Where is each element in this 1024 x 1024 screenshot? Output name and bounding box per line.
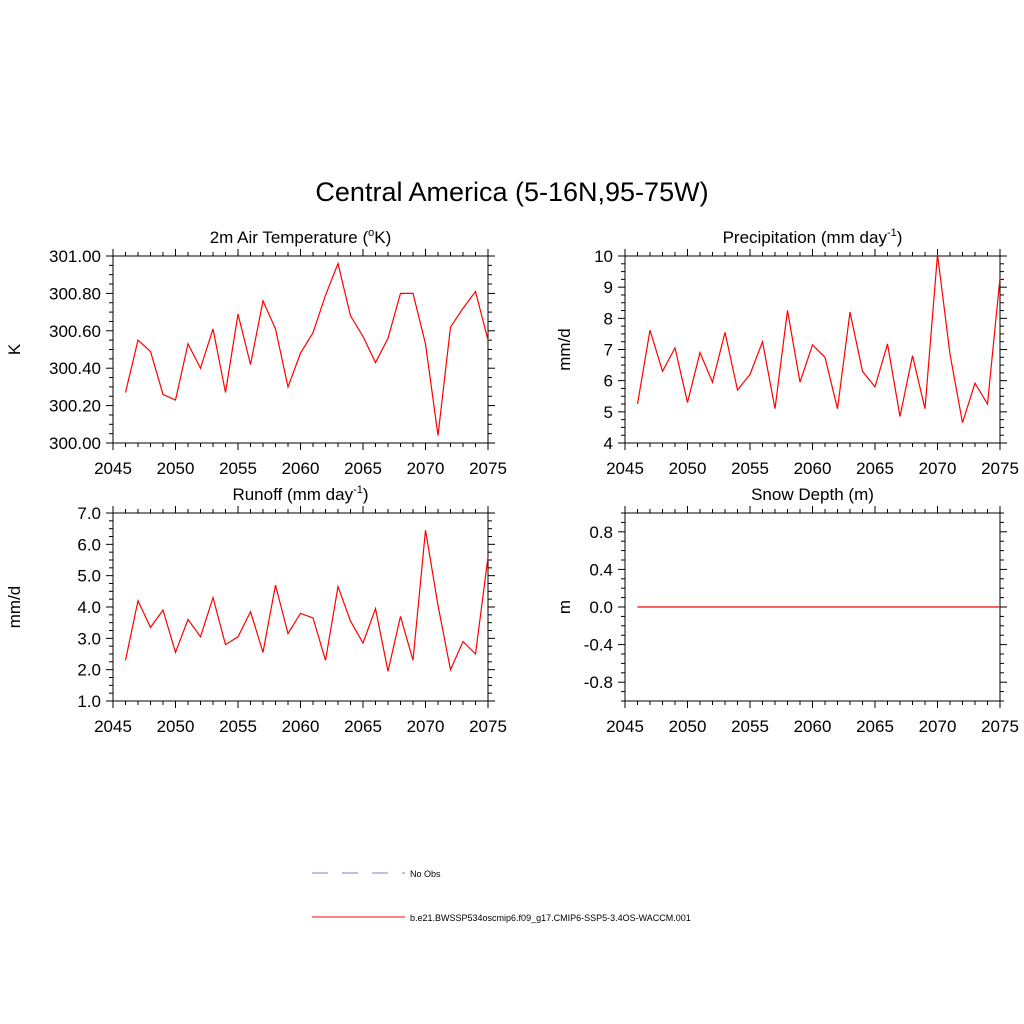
panel-title-superscript: o <box>368 227 374 239</box>
x-tick-label: 2050 <box>669 717 707 736</box>
y-tick-label: 7.0 <box>77 504 101 523</box>
y-tick-label: 6 <box>604 372 613 391</box>
plot-frame <box>112 512 489 702</box>
x-tick-label: 2050 <box>157 459 195 478</box>
legend-model-label: b.e21.BWSSP534oscmip6.f09_g17.CMIP6-SSP5… <box>410 913 691 923</box>
x-tick-label: 2065 <box>344 459 382 478</box>
y-tick-label: 0.8 <box>589 523 613 542</box>
y-tick-label: 3.0 <box>77 629 101 648</box>
y-tick-label: 300.20 <box>49 397 101 416</box>
x-tick-label: 2060 <box>794 717 832 736</box>
x-tick-label: 2075 <box>981 459 1019 478</box>
chart-panel-2: Precipitation (mm day-1) 2045 2050 2055 2060… <box>555 227 1019 478</box>
x-tick-label: 2065 <box>856 459 894 478</box>
y-tick-label: 5.0 <box>77 567 101 586</box>
y-tick-label: 301.00 <box>49 247 101 266</box>
y-tick-label: 4 <box>604 434 613 453</box>
x-tick-label: 2070 <box>407 717 445 736</box>
x-tick-label: 2055 <box>219 717 257 736</box>
panel-title-text: 2m Air Temperature ( <box>210 228 369 247</box>
figure-title: Central America (5-16N,95-75W) <box>315 177 708 207</box>
plot-frame <box>624 255 1001 444</box>
x-tick-label: 2070 <box>407 459 445 478</box>
legend-no-obs-label: No Obs <box>410 869 441 879</box>
y-tick-label: 4.0 <box>77 598 101 617</box>
y-tick-label: 300.60 <box>49 322 101 341</box>
panel-title-superscript: -1 <box>887 227 897 239</box>
y-axis-label: mm/d <box>555 328 574 371</box>
panels-group: 2m Air Temperature (oK)2045 2050 2055 2060 2… <box>5 227 1019 736</box>
x-tick-label: 2065 <box>344 717 382 736</box>
x-tick-label: 2065 <box>856 717 894 736</box>
y-tick-label: 9 <box>604 278 613 297</box>
y-tick-label: -0.8 <box>584 673 613 692</box>
x-tick-label: 2075 <box>469 459 507 478</box>
panel-title-tail: ) <box>897 228 903 247</box>
panel-title-tail: K) <box>374 228 391 247</box>
panel-title: 2m Air Temperature (oK) <box>210 227 392 247</box>
x-tick-label: 2075 <box>981 717 1019 736</box>
y-axis-label: K <box>5 343 24 355</box>
panel-title-text: Precipitation (mm day <box>723 228 888 247</box>
y-axis-label: m <box>555 600 574 614</box>
y-tick-label: 0.0 <box>589 598 613 617</box>
x-tick-label: 2055 <box>731 459 769 478</box>
y-tick-label: 300.00 <box>49 434 101 453</box>
panel-title-tail: ) <box>363 485 369 504</box>
y-tick-label: -0.4 <box>584 636 613 655</box>
x-tick-label: 2045 <box>606 717 644 736</box>
series-line <box>124 530 489 672</box>
x-tick-label: 2045 <box>94 717 132 736</box>
panel-title: Precipitation (mm day-1) <box>723 227 903 247</box>
x-tick-label: 2060 <box>282 717 320 736</box>
panel-title: Runoff (mm day-1) <box>232 484 368 504</box>
y-tick-label: 0.4 <box>589 560 613 579</box>
x-tick-label: 2045 <box>94 459 132 478</box>
y-tick-label: 5 <box>604 403 613 422</box>
y-tick-label: 1.0 <box>77 692 101 711</box>
x-tick-label: 2060 <box>794 459 832 478</box>
legend: No Obs b.e21.BWSSP534oscmip6.f09_g17.CMI… <box>312 869 691 923</box>
chart-panel-3: Runoff (mm day-1) 2045 2050 2055 2060 2065 207… <box>5 484 507 736</box>
plot-frame <box>112 255 489 444</box>
y-tick-label: 6.0 <box>77 535 101 554</box>
y-axis-label: mm/d <box>5 586 24 629</box>
x-tick-label: 2045 <box>606 459 644 478</box>
panel-title-superscript: -1 <box>353 484 363 496</box>
chart-panel-1: 2m Air Temperature (oK) 2045 2050 2055 2060 2… <box>5 227 507 478</box>
x-tick-label: 2075 <box>469 717 507 736</box>
chart-panel-4: Snow Depth (m) 2045 2050 2055 2060 2065 2070 20… <box>555 485 1019 736</box>
x-tick-label: 2060 <box>282 459 320 478</box>
x-tick-label: 2055 <box>731 717 769 736</box>
x-tick-label: 2055 <box>219 459 257 478</box>
y-tick-label: 7 <box>604 341 613 360</box>
y-tick-label: 10 <box>594 247 613 266</box>
panel-title-text: Snow Depth (m) <box>751 485 874 504</box>
series-line <box>124 261 489 436</box>
y-tick-label: 300.80 <box>49 284 101 303</box>
x-tick-label: 2070 <box>919 717 957 736</box>
x-tick-label: 2070 <box>919 459 957 478</box>
y-tick-label: 2.0 <box>77 661 101 680</box>
panel-title-text: Runoff (mm day <box>232 485 353 504</box>
y-tick-label: 8 <box>604 309 613 328</box>
y-tick-label: 300.40 <box>49 359 101 378</box>
x-tick-label: 2050 <box>669 459 707 478</box>
series-line <box>636 254 1001 423</box>
x-tick-label: 2050 <box>157 717 195 736</box>
panel-title: Snow Depth (m) <box>751 485 874 504</box>
